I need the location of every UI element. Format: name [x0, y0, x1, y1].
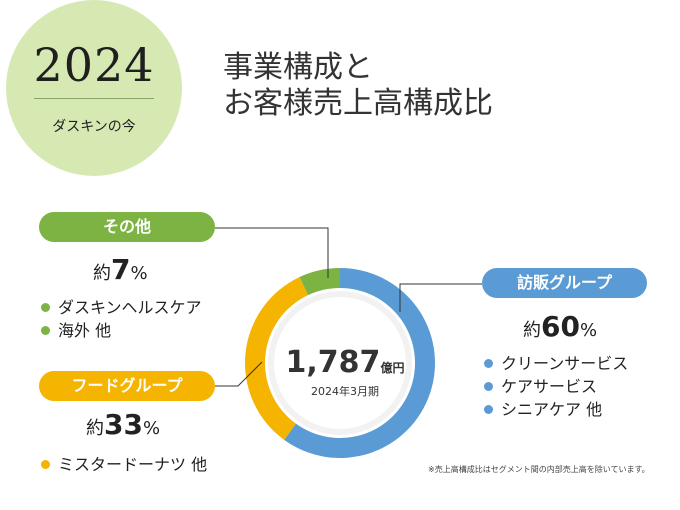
label-visit: 訪販グループ: [482, 268, 647, 298]
list-visit: クリーンサービス ケアサービス シニアケア 他: [484, 352, 628, 421]
list-item: ダスキンヘルスケア: [41, 296, 202, 319]
leader-line-other: [215, 227, 329, 278]
bullet-icon: [484, 359, 493, 368]
percent-food: 約33%: [86, 408, 160, 441]
list-item: 海外 他: [41, 319, 202, 342]
donut-inner-disc: [274, 297, 406, 429]
year-divider: [34, 98, 154, 99]
percent-other-suffix: %: [130, 263, 148, 284]
list-item: ケアサービス: [484, 375, 628, 398]
bullet-icon: [41, 303, 50, 312]
percent-visit: 約60%: [523, 310, 597, 343]
list-other: ダスキンヘルスケア 海外 他: [41, 296, 202, 342]
page-title: 事業構成と お客様売上高構成比: [223, 50, 493, 122]
total-sales-unit: 億円: [380, 361, 405, 375]
donut-slice-other: [299, 268, 340, 296]
bullet-icon: [41, 326, 50, 335]
fiscal-period: 2024年3月期: [311, 385, 379, 398]
label-other: その他: [39, 212, 215, 242]
footnote: ※売上高構成比はセグメント間の内部売上高を除いています。: [428, 465, 650, 474]
bullet-icon: [484, 382, 493, 391]
donut-slice-visit: [284, 268, 435, 458]
bullet-icon: [484, 405, 493, 414]
percent-visit-prefix: 約: [523, 320, 541, 341]
page-title-line1: 事業構成と: [223, 50, 373, 85]
percent-food-prefix: 約: [86, 418, 104, 439]
percent-food-value: 33: [104, 408, 143, 441]
percent-visit-suffix: %: [579, 320, 598, 341]
total-sales: 1,787億円: [270, 345, 420, 380]
leader-line-food: [215, 361, 263, 387]
percent-other-value: 7: [111, 253, 131, 286]
list-item-label: クリーンサービス: [501, 354, 629, 373]
percent-visit-value: 60: [541, 310, 580, 343]
list-item-label: ミスタードーナツ 他: [58, 455, 208, 474]
list-item-label: ダスキンヘルスケア: [58, 298, 202, 317]
percent-other: 約7%: [93, 253, 148, 286]
bullet-icon: [41, 460, 50, 469]
page-title-line2: お客様売上高構成比: [223, 86, 493, 121]
percent-food-suffix: %: [142, 418, 161, 439]
leader-line-visit: [399, 283, 482, 312]
list-item: シニアケア 他: [484, 398, 628, 421]
year-subtitle: ダスキンの今: [52, 119, 136, 135]
list-item-label: ケアサービス: [501, 377, 598, 396]
percent-other-prefix: 約: [93, 263, 111, 284]
year-label: 2024: [33, 38, 155, 92]
year-badge: 2024 ダスキンの今: [6, 0, 182, 176]
donut-slice-food: [244, 277, 309, 440]
list-food: ミスタードーナツ 他: [41, 453, 207, 476]
list-item-label: 海外 他: [58, 321, 112, 340]
total-sales-value: 1,787: [285, 345, 381, 380]
list-item: クリーンサービス: [484, 352, 628, 375]
list-item: ミスタードーナツ 他: [41, 453, 207, 476]
list-item-label: シニアケア 他: [501, 400, 603, 419]
label-food: フードグループ: [39, 371, 215, 401]
